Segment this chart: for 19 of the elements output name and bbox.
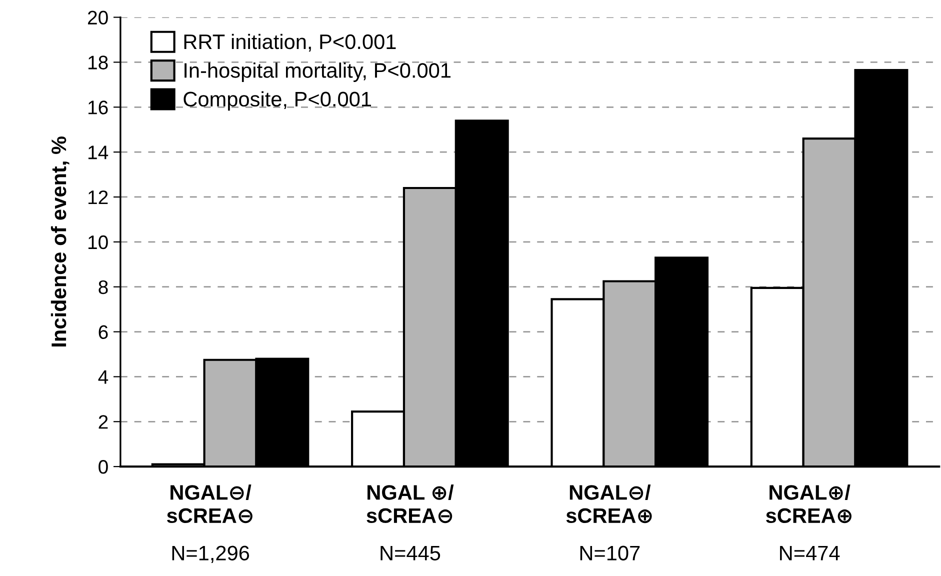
legend-label: In-hospital mortality, P<0.001 xyxy=(184,62,450,82)
x-tick-label: NGAL⊖/ sCREA⊖ N=1,296 xyxy=(166,484,252,563)
y-tick-label: 12 xyxy=(88,190,108,204)
y-tick-label: 10 xyxy=(88,235,108,250)
y-tick-label: 14 xyxy=(88,146,108,160)
legend-label: Composite, P<0.001 xyxy=(184,91,371,111)
y-tick-label: 16 xyxy=(88,100,108,114)
y-tick-label: 18 xyxy=(88,56,108,70)
x-tick-label: NGAL⊕/ sCREA⊕ N=474 xyxy=(766,484,852,560)
x-tick-label: NGAL ⊕/ sCREA⊖ N=445 xyxy=(366,484,454,560)
y-tick-label: 20 xyxy=(88,10,108,25)
y-axis-title: Incidence of event, % xyxy=(50,136,70,346)
y-tick-label: 6 xyxy=(98,325,108,340)
y-tick-label: 8 xyxy=(98,280,108,294)
legend-label: RRT initiation, P<0.001 xyxy=(184,34,396,52)
y-tick-label: 4 xyxy=(98,370,108,384)
y-tick-label: 2 xyxy=(98,415,108,429)
x-tick-label: NGAL⊖/ sCREA⊕ N=107 xyxy=(566,484,652,560)
y-tick-label: 0 xyxy=(98,460,108,474)
